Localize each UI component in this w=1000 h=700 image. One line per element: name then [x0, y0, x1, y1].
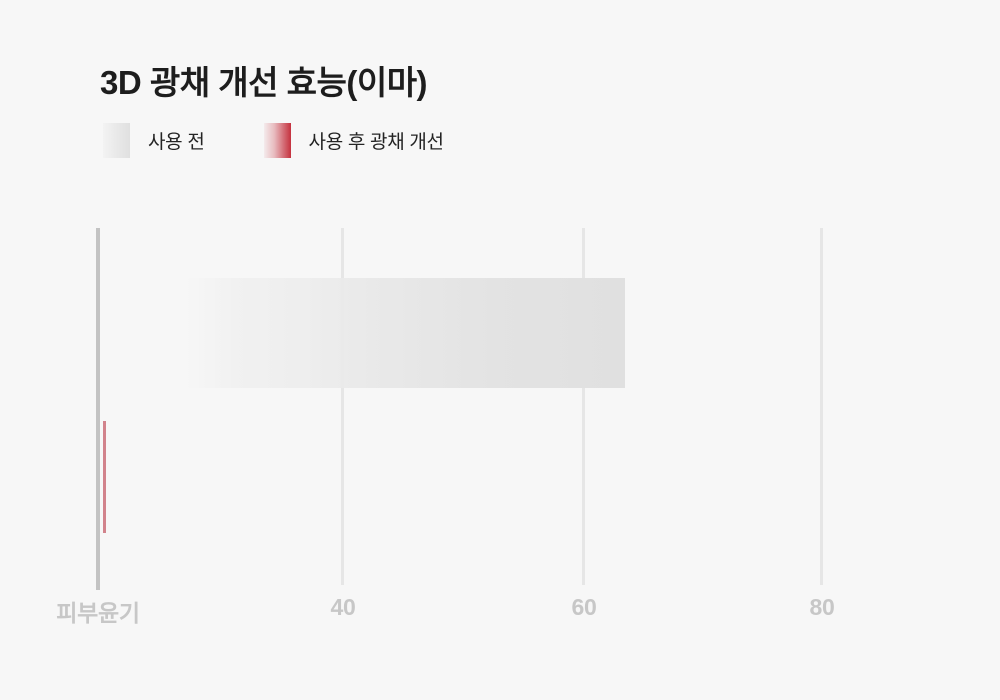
gridline-40	[341, 228, 344, 585]
legend-swatch-before	[103, 123, 130, 158]
legend-swatch-after	[263, 123, 291, 158]
bar-after-use	[103, 421, 106, 533]
axis-tick-40: 40	[330, 594, 356, 620]
gridline-60	[582, 228, 585, 585]
bar-before-use	[96, 278, 625, 388]
axis-tick-80: 80	[809, 594, 835, 620]
legend-label-before: 사용 전	[148, 132, 205, 153]
category-axis-line	[96, 228, 100, 590]
legend-item-before: 사용 전	[103, 123, 205, 158]
axis-tick-60: 60	[571, 594, 597, 620]
axis-label-category: 피부윤기	[56, 600, 140, 626]
gridline-80	[820, 228, 823, 585]
legend-item-after: 사용 후 광채 개선	[263, 123, 445, 158]
legend: 사용 전 사용 후 광채 개선	[103, 123, 444, 158]
legend-label-after: 사용 후 광채 개선	[308, 132, 445, 153]
chart-title: 3D 광채 개선 효능(이마)	[100, 64, 428, 101]
